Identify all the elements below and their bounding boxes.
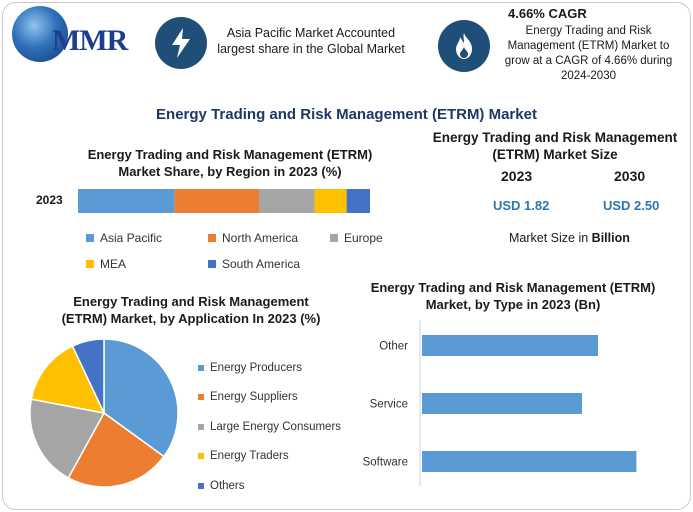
region-year-label: 2023 [36, 193, 63, 207]
market-size-title: Energy Trading and Risk Management (ETRM… [432, 130, 678, 162]
legend-label: Energy Suppliers [210, 391, 298, 404]
legend-energy-traders: Energy Traders [198, 442, 358, 472]
region-segment-north-america [174, 189, 260, 213]
region-chart-title: Energy Trading and Risk Management (ETRM… [87, 147, 373, 179]
region-segment-europe [259, 189, 315, 213]
legend-south-america: South America [208, 257, 300, 271]
legend-swatch [198, 423, 204, 430]
type-bar-service [422, 393, 582, 414]
type-category-label: Software [363, 457, 408, 469]
market-size-value-2023: USD 1.82 [493, 198, 550, 213]
region-segment-south-america [346, 189, 370, 213]
pie-slice-energy-suppliers [67, 411, 165, 488]
application-chart-title: Energy Trading and Risk Management (ETRM… [61, 294, 321, 326]
logo-text: MMR [52, 24, 128, 57]
fact-asia-pacific: Asia Pacific Market Accounted largest sh… [217, 26, 405, 56]
type-category-label: Other [379, 341, 408, 353]
legend-label: Others [210, 479, 245, 492]
legend-energy-producers: Energy Producers [198, 353, 358, 383]
cagr-description: Energy Trading and Risk Management (ETRM… [504, 25, 673, 82]
legend-north-america: North America [208, 231, 298, 245]
legend-others: Others [198, 471, 358, 501]
legend-swatch [198, 394, 204, 401]
legend-label: Large Energy Consumers [210, 420, 342, 433]
legend-label: Asia Pacific [100, 231, 163, 245]
legend-swatch [198, 482, 204, 489]
legend-europe: Europe [330, 231, 383, 245]
application-legend: Energy Producers Energy Suppliers Large En… [198, 353, 358, 501]
legend-label: North America [222, 231, 299, 245]
type-bar-other [422, 335, 598, 356]
pie-slice-energy-traders [30, 345, 106, 415]
legend-swatch [198, 364, 204, 371]
pie-slice-energy-producers [103, 338, 179, 458]
application-pie-chart [29, 338, 179, 488]
type-bar-software [422, 451, 637, 472]
unit-bold: Billion [591, 231, 630, 245]
legend-swatch [208, 234, 216, 242]
legend-mea: MEA [86, 257, 126, 271]
legend-energy-suppliers: Energy Suppliers [198, 383, 358, 413]
legend-swatch [86, 260, 94, 268]
legend-asia-pacific: Asia Pacific [86, 231, 162, 245]
market-size-year-2030: 2030 [614, 168, 646, 184]
type-chart-title: Energy Trading and Risk Management (ETRM… [370, 280, 656, 312]
legend-swatch [198, 453, 204, 460]
type-bar-chart: Other Service Software [363, 320, 637, 486]
legend-swatch [86, 234, 94, 242]
legend-label: Energy Traders [210, 450, 289, 463]
cagr-title: 4.66% CAGR [508, 6, 587, 21]
legend-label: Europe [344, 231, 383, 245]
type-category-label: Service [370, 399, 408, 411]
main-title: Energy Trading and Risk Management (ETRM… [156, 106, 537, 123]
market-size-value-2030: USD 2.50 [603, 198, 660, 213]
legend-label: MEA [100, 257, 127, 271]
legend-label: Energy Producers [210, 361, 303, 374]
lightning-icon [155, 17, 207, 69]
region-stacked-bar [78, 189, 370, 213]
legend-large-energy-consumers: Large Energy Consumers [198, 412, 358, 442]
region-segment-mea [314, 189, 347, 213]
market-size-year-2023: 2023 [501, 168, 533, 184]
market-size-unit: Market Size in Billion [509, 231, 630, 245]
pie-slice-large-energy-consumers [29, 398, 106, 479]
pie-slice-others [71, 338, 105, 414]
region-segment-asia-pacific [78, 189, 175, 213]
legend-swatch [208, 260, 216, 268]
flame-icon [438, 20, 490, 72]
globe-logo-icon [12, 6, 68, 62]
legend-label: South America [222, 257, 301, 271]
legend-swatch [330, 234, 338, 242]
unit-prefix: Market Size in [509, 231, 592, 245]
